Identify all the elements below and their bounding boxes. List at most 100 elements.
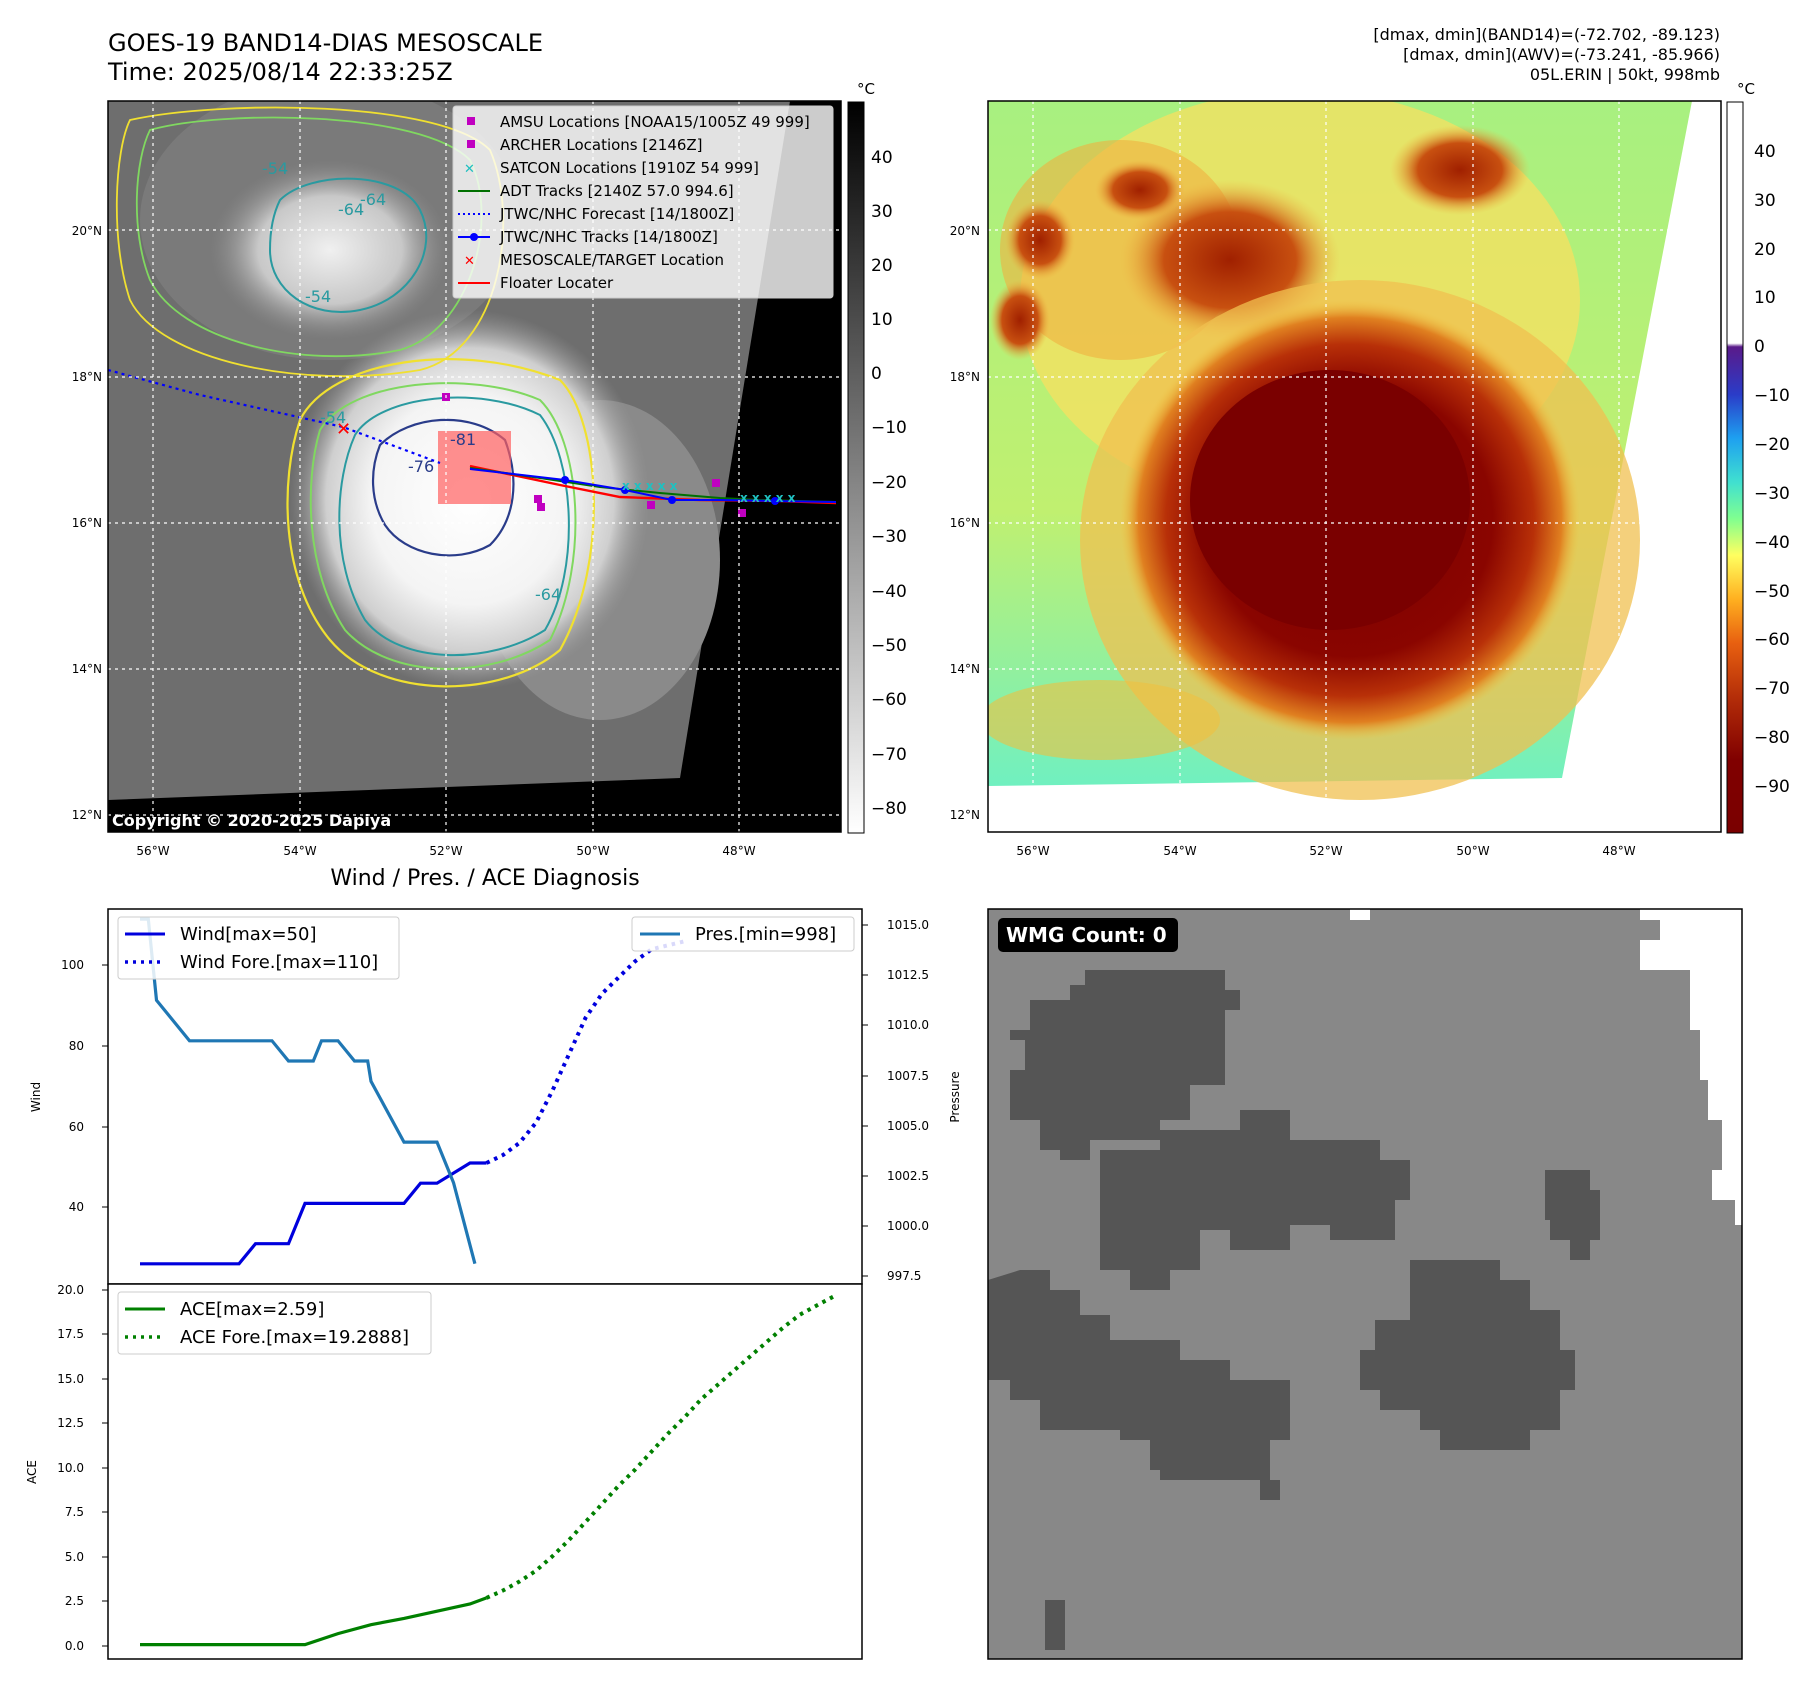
svg-text:1002.5: 1002.5 [887, 1169, 929, 1183]
svg-text:52°W: 52°W [429, 844, 462, 858]
svg-text:16°N: 16°N [950, 516, 980, 530]
svg-text:−40: −40 [1754, 533, 1790, 553]
svg-text:10.0: 10.0 [57, 1461, 84, 1475]
copyright-text: Copyright © 2020-2025 Dapiya [112, 811, 391, 830]
svg-text:−60: −60 [871, 690, 907, 710]
legend-item-adt: ADT Tracks [2140Z 57.0 994.6] [500, 182, 734, 200]
ir-colorbar-ticks: 40 30 20 10 0 −10 −20 −30 −40 −50 −60 −7… [871, 148, 907, 819]
svg-text:−90: −90 [1754, 777, 1790, 797]
svg-text:1010.0: 1010.0 [887, 1018, 929, 1032]
legend-amsu-icon [467, 117, 475, 125]
legend-item-target: MESOSCALE/TARGET Location [500, 251, 724, 269]
archer-marker [712, 479, 720, 487]
awv-colorbar-unit: °C [1737, 80, 1755, 98]
svg-text:48°W: 48°W [1602, 844, 1635, 858]
svg-text:54°W: 54°W [1163, 844, 1196, 858]
wind-pressure-chart: 100 80 60 40 Wind 1015.0 1012.5 1010.0 1… [29, 908, 962, 1285]
legend-satcon-icon: ✕ [464, 162, 475, 177]
svg-text:17.5: 17.5 [57, 1327, 84, 1341]
legend-ace-fore-label: ACE Fore.[max=19.2888] [180, 1327, 409, 1348]
wmg-cluster-2 [1100, 1110, 1410, 1290]
svg-text:12°N: 12°N [950, 808, 980, 822]
legend-item-forecast: JTWC/NHC Forecast [14/1800Z] [499, 205, 734, 223]
contour-yellow [286, 358, 595, 688]
ir-lat-ticks: 20°N 18°N 16°N 14°N 12°N [72, 224, 102, 822]
awv-gridlines [988, 101, 1721, 832]
wmg-cluster-5 [1545, 1170, 1600, 1260]
series-line-ace-0 [140, 1596, 488, 1647]
legend-archer-icon [467, 140, 475, 148]
svg-text:1000.0: 1000.0 [887, 1219, 929, 1233]
ace-axis-label: ACE [25, 1460, 39, 1484]
svg-text:1005.0: 1005.0 [887, 1119, 929, 1133]
svg-text:15.0: 15.0 [57, 1372, 84, 1386]
svg-text:12.5: 12.5 [57, 1416, 84, 1430]
svg-text:7.5: 7.5 [65, 1505, 84, 1519]
svg-text:60: 60 [69, 1120, 84, 1134]
contour-green [309, 382, 577, 670]
series-line-wind-1 [485, 939, 685, 1165]
ir-gridlines [108, 101, 841, 832]
svg-text:20°N: 20°N [950, 224, 980, 238]
svg-text:−40: −40 [871, 582, 907, 602]
svg-text:14°N: 14°N [950, 662, 980, 676]
legend-item-amsu: AMSU Locations [NOAA15/1005Z 49 999] [500, 113, 810, 131]
awv-water-vapor-panel: °C 40 30 20 10 0 −10 −20 −30 −40 −50 −60… [950, 80, 1790, 858]
svg-text:−80: −80 [1754, 728, 1790, 748]
svg-text:14°N: 14°N [72, 662, 102, 676]
svg-text:0.0: 0.0 [65, 1639, 84, 1653]
legend-pressure-label: Pres.[min=998] [695, 924, 836, 945]
wind-y-ticks: 100 80 60 40 [61, 958, 84, 1214]
wmg-count-badge [998, 918, 1178, 952]
svg-text:−30: −30 [1754, 484, 1790, 504]
archer-marker [534, 495, 542, 503]
svg-text:2.5: 2.5 [65, 1594, 84, 1608]
contour-teal [338, 396, 570, 657]
svg-text:52°W: 52°W [1309, 844, 1342, 858]
legend-item-tracks: JTWC/NHC Tracks [14/1800Z] [499, 228, 718, 246]
svg-text:−50: −50 [871, 636, 907, 656]
svg-text:20: 20 [1754, 240, 1776, 260]
legend-wind-fore-label: Wind Fore.[max=110] [180, 952, 378, 973]
target-x-marker: ✕ [336, 419, 351, 440]
svg-text:−80: −80 [871, 799, 907, 819]
svg-text:−30: −30 [871, 527, 907, 547]
contour-navy [372, 418, 515, 557]
wmg-cluster-3 [988, 1270, 1290, 1500]
wind-legend: Wind[max=50] Wind Fore.[max=110] [117, 916, 400, 980]
wmg-white-region [1640, 909, 1742, 1225]
title-line-2: Time: 2025/08/14 22:33:25Z [107, 58, 453, 86]
awv-lat-ticks: 20°N 18°N 16°N 14°N 12°N [950, 224, 980, 822]
svg-text:-54: -54 [305, 287, 331, 306]
series-line-ace-1 [485, 1295, 834, 1600]
svg-text:18°N: 18°N [72, 370, 102, 384]
svg-text:0: 0 [871, 364, 882, 384]
svg-text:16°N: 16°N [72, 516, 102, 530]
legend-target-icon: ✕ [464, 254, 475, 269]
svg-text:-64: -64 [338, 200, 364, 219]
svg-text:0: 0 [1754, 337, 1765, 357]
series-line-wind-0 [140, 1161, 487, 1266]
svg-text:−20: −20 [871, 473, 907, 493]
series-line-wind-2 [140, 917, 477, 1265]
svg-text:56°W: 56°W [136, 844, 169, 858]
svg-text:-54: -54 [320, 408, 346, 427]
svg-text:40: 40 [1754, 142, 1776, 162]
satcon-markers: x x x x x x x x x x [622, 479, 796, 505]
ir-satellite-panel: x x x x x x x x x x ✕ -54 -64 -54 -64 -8… [72, 80, 907, 858]
svg-text:20: 20 [871, 256, 893, 276]
svg-text:12°N: 12°N [72, 808, 102, 822]
svg-text:40: 40 [871, 148, 893, 168]
svg-text:−10: −10 [871, 418, 907, 438]
svg-text:30: 30 [871, 202, 893, 222]
svg-text:1007.5: 1007.5 [887, 1069, 929, 1083]
svg-text:80: 80 [69, 1039, 84, 1053]
svg-text:997.5: 997.5 [887, 1269, 921, 1283]
contour-labels: -54 -64 -54 -64 -81 -76 -54 -64 [262, 159, 561, 604]
svg-text:−10: −10 [1754, 386, 1790, 406]
contour-north [268, 177, 428, 313]
svg-text:-76: -76 [408, 457, 434, 476]
legend-ace-label: ACE[max=2.59] [180, 1299, 324, 1320]
wmg-panel: WMG Count: 0 [987, 908, 1743, 1660]
